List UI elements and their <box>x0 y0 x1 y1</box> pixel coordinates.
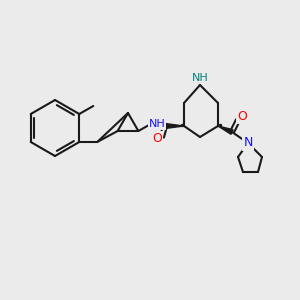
Text: O: O <box>237 110 247 122</box>
Polygon shape <box>218 126 233 134</box>
Text: NH: NH <box>148 119 165 129</box>
Text: NH: NH <box>192 73 208 83</box>
Text: O: O <box>152 133 162 146</box>
Text: N: N <box>243 136 253 149</box>
Polygon shape <box>165 124 184 128</box>
